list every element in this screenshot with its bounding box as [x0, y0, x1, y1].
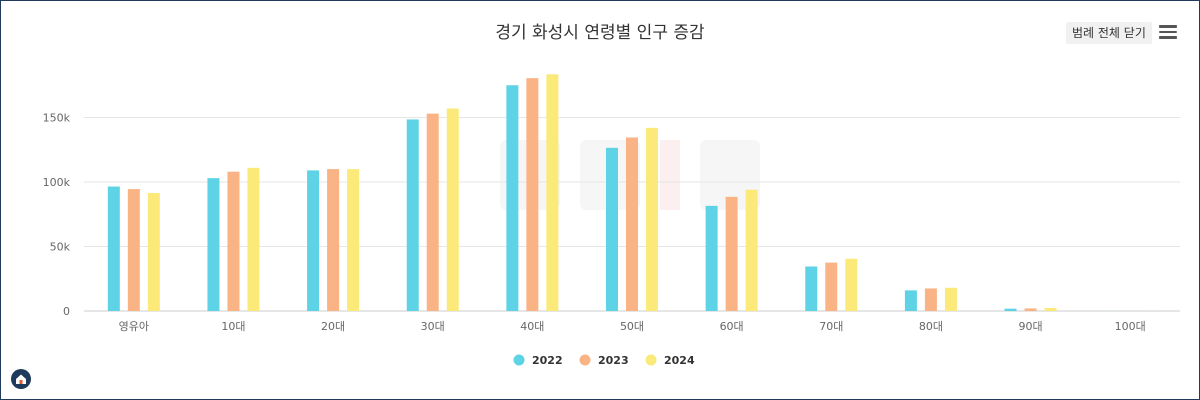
bar-2024-6[interactable] — [745, 189, 758, 311]
legend-marker-2023[interactable] — [579, 354, 591, 366]
y-tick-label: 0 — [63, 305, 70, 318]
hamburger-menu-icon[interactable] — [1159, 25, 1177, 39]
bar-2024-1[interactable] — [247, 167, 260, 311]
x-tick-label: 40대 — [520, 320, 544, 333]
bar-2022-5[interactable] — [606, 147, 618, 311]
chart-title: 경기 화성시 연령별 인구 증감 — [495, 23, 705, 43]
bar-2022-2[interactable] — [307, 170, 320, 311]
x-tick-label: 영유아 — [119, 320, 149, 333]
bar-2023-8[interactable] — [924, 288, 937, 311]
x-tick-label: 10대 — [221, 320, 245, 333]
bar-2023-1[interactable] — [227, 171, 240, 311]
bar-2023-7[interactable] — [825, 262, 838, 311]
bar-2022-4[interactable] — [506, 85, 519, 311]
y-tick-label: 50k — [50, 241, 71, 254]
bar-2023-5[interactable] — [626, 137, 638, 311]
x-tick-label: 30대 — [421, 320, 445, 333]
bar-2024-3[interactable] — [446, 108, 459, 311]
bar-2023-2[interactable] — [327, 169, 340, 311]
bar-2022-1[interactable] — [207, 178, 220, 311]
bar-2024-5[interactable] — [646, 127, 658, 311]
legend-marker-2024[interactable] — [645, 354, 657, 366]
legend-marker-2022[interactable] — [513, 354, 525, 366]
bar-2022-7[interactable] — [805, 266, 818, 311]
x-tick-label: 60대 — [720, 320, 744, 333]
legend-item-2024[interactable]: 2024 — [664, 354, 695, 367]
legend-item-2023[interactable]: 2023 — [598, 354, 629, 367]
legend: 2022 2023 2024 — [513, 354, 695, 367]
bar-2024-2[interactable] — [347, 169, 360, 311]
bar-2023-4[interactable] — [526, 78, 539, 311]
bar-2022-6[interactable] — [705, 205, 718, 311]
y-tick-label: 100k — [43, 176, 71, 189]
y-tick-label: 150k — [43, 112, 71, 125]
bar-2024-4[interactable] — [546, 74, 559, 311]
x-tick-label: 50대 — [620, 320, 644, 333]
y-axis-labels: 0 50k 100k 150k — [43, 112, 71, 319]
bar-2024-8[interactable] — [944, 287, 957, 311]
bar-2023-9[interactable] — [1024, 308, 1037, 311]
x-tick-label: 70대 — [819, 320, 843, 333]
legend-close-all-button[interactable]: 범례 전체 닫기 — [1066, 22, 1152, 44]
x-tick-label: 90대 — [1018, 320, 1042, 333]
bar-2023-0[interactable] — [127, 189, 140, 311]
x-tick-label: 20대 — [321, 320, 345, 333]
bar-2023-6[interactable] — [725, 196, 738, 311]
bar-2023-3[interactable] — [426, 113, 439, 311]
home-icon[interactable] — [11, 369, 31, 389]
bar-2024-9[interactable] — [1044, 308, 1057, 311]
legend-item-2022[interactable]: 2022 — [532, 354, 563, 367]
bar-2024-7[interactable] — [845, 258, 858, 311]
x-tick-label: 80대 — [919, 320, 943, 333]
bar-2022-8[interactable] — [904, 290, 917, 311]
bar-2022-0[interactable] — [107, 186, 120, 311]
bar-2022-9[interactable] — [1004, 308, 1017, 311]
x-axis-labels: 영유아 10대 20대 30대 40대 50대 60대 70대 80대 90대 100대 — [119, 320, 1146, 333]
bar-2022-3[interactable] — [406, 119, 419, 311]
x-tick-label: 100대 — [1115, 320, 1146, 333]
bar-2024-0[interactable] — [147, 192, 160, 311]
bars — [107, 74, 1157, 311]
